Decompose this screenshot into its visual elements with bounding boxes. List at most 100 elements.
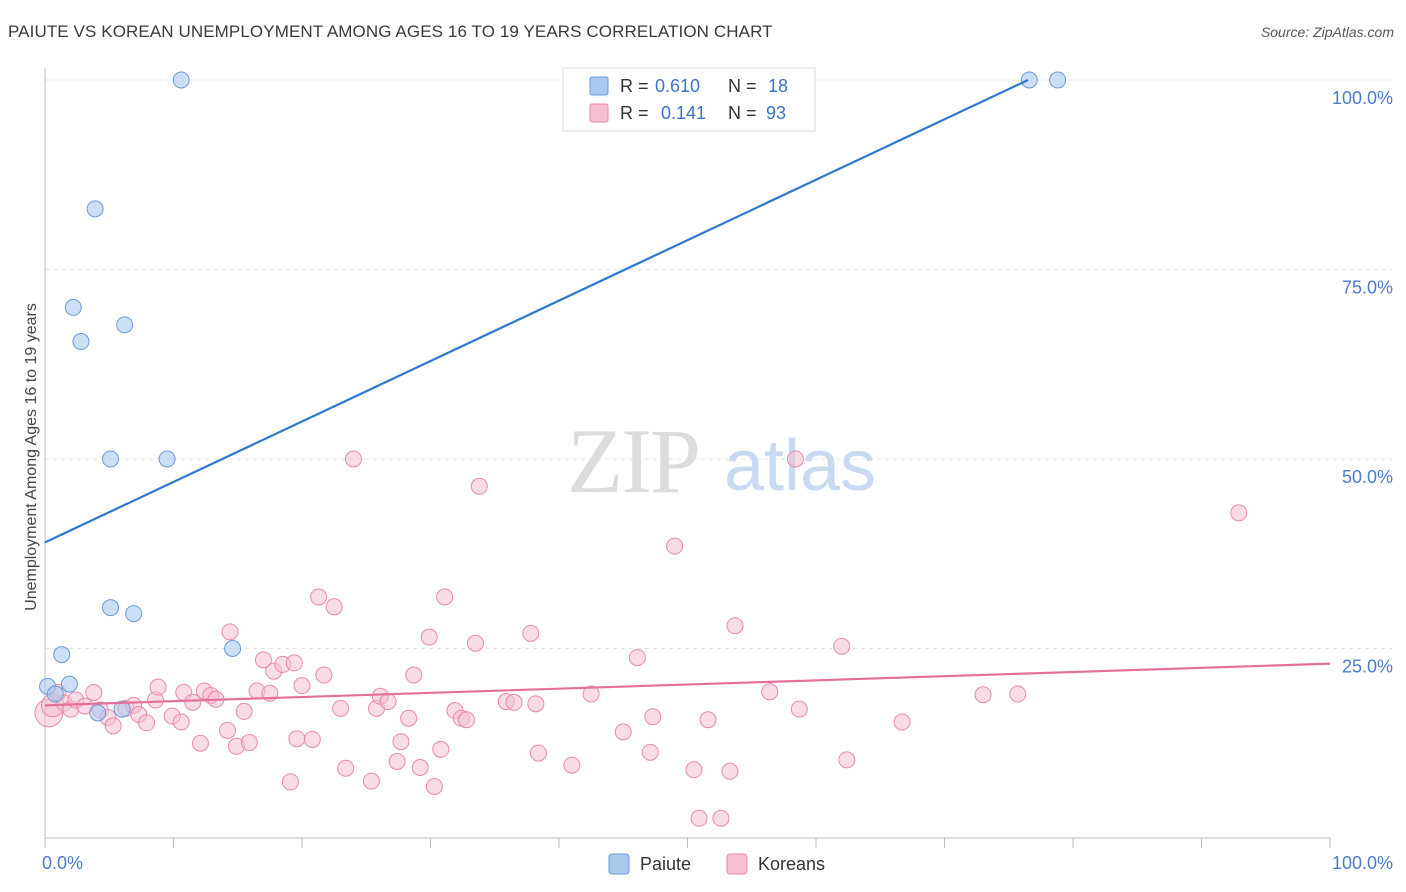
legend-n-value-koreans: 93 [766,103,786,123]
korean-point [149,678,167,696]
korean-point [285,654,303,672]
korean-point [563,756,581,774]
paiute-point [158,450,176,468]
korean-point [1230,504,1248,522]
legend-n-label-koreans: N = [728,103,757,123]
x-tick-label-min: 0.0% [42,853,83,873]
korean-point [721,762,739,780]
korean-point [974,686,992,704]
bottom-legend-label-paiute: Paiute [640,854,691,874]
korean-point [893,713,911,731]
korean-point [432,740,450,758]
korean-point [420,628,438,646]
bottom-legend: Paiute Koreans [608,853,825,875]
korean-trend-line [44,662,1331,707]
paiute-point [46,685,64,703]
korean-point [411,759,429,777]
korean-point [400,709,418,727]
y-tick-label: 25.0% [1342,657,1393,677]
trend-lines [44,79,1331,707]
y-tick-label: 50.0% [1342,467,1393,487]
korean-point [726,617,744,635]
legend-swatch-koreans [589,103,609,123]
legend: R = 0.610 N = 18 R = 0.141 N = 93 [562,67,816,132]
legend-swatch-paiute [589,76,609,96]
korean-point [522,624,540,642]
paiute-point [1049,71,1067,89]
korean-point [690,809,708,827]
paiute-point [72,333,90,351]
korean-point [191,734,209,752]
legend-n-label-paiute: N = [728,76,757,96]
korean-point [527,695,545,713]
korean-point [379,693,397,711]
paiute-point [64,298,82,316]
korean-point [529,744,547,762]
paiute-trend-line [44,79,1029,544]
korean-point [470,477,488,495]
paiute-point [224,640,242,657]
korean-point [425,777,443,795]
y-tick-label: 75.0% [1342,278,1393,298]
korean-point [392,733,410,751]
korean-point [184,693,202,711]
korean-point [712,809,730,827]
zipatlas-watermark: ZIP atlas [567,410,876,512]
korean-point [288,730,306,748]
bottom-legend-swatch-paiute [608,853,630,875]
korean-point [332,699,350,717]
x-tick-labels: 0.0% 100.0% [42,853,1393,873]
paiute-point [102,599,120,617]
legend-r-label-paiute: R = [620,76,649,96]
korean-point [786,450,804,468]
korean-point [344,450,362,468]
korean-point [218,721,236,739]
korean-point [761,683,779,701]
korean-point [362,772,380,790]
bottom-legend-swatch-koreans [726,853,748,875]
korean-point [833,637,851,655]
korean-point [666,537,684,555]
korean-point [644,708,662,726]
legend-n-value-paiute: 18 [768,76,788,96]
paiute-point [125,605,143,623]
korean-point [138,714,156,732]
korean-point [104,717,122,735]
paiute-point [1020,71,1038,89]
paiute-point [89,704,107,722]
korean-point [172,713,190,731]
paiute-point [60,675,78,693]
y-axis-label: Unemployment Among Ages 16 to 19 years [23,303,40,611]
korean-point [614,723,632,741]
y-tick-labels: 25.0% 50.0% 75.0% 100.0% [1332,88,1393,677]
korean-point [641,743,659,761]
bottom-legend-label-koreans: Koreans [758,854,825,874]
korean-point [1009,685,1027,703]
gridlines [45,79,1392,649]
korean-point [235,702,253,720]
korean-point [303,730,321,748]
korean-point [466,634,484,652]
korean-point [790,700,808,718]
paiute-point [53,646,71,664]
x-tick-label-max: 100.0% [1332,853,1393,873]
watermark-zip: ZIP [567,410,699,512]
korean-point [315,666,333,684]
korean-point [582,685,600,703]
korean-point [699,711,717,729]
korean-point [254,651,272,669]
paiute-point [113,700,131,718]
legend-r-label-koreans: R = [620,103,649,123]
korean-point [337,759,355,777]
korean-point [281,773,299,791]
source-label: Source: ZipAtlas.com [1260,24,1394,40]
korean-point [838,751,856,769]
korean-point [221,623,239,641]
series-paiute-points [39,71,1067,722]
paiute-point [86,200,104,218]
legend-r-value-paiute: 0.610 [655,76,700,96]
korean-point [388,752,406,770]
y-tick-label: 100.0% [1332,88,1393,108]
legend-r-value-koreans: 0.141 [661,103,706,123]
